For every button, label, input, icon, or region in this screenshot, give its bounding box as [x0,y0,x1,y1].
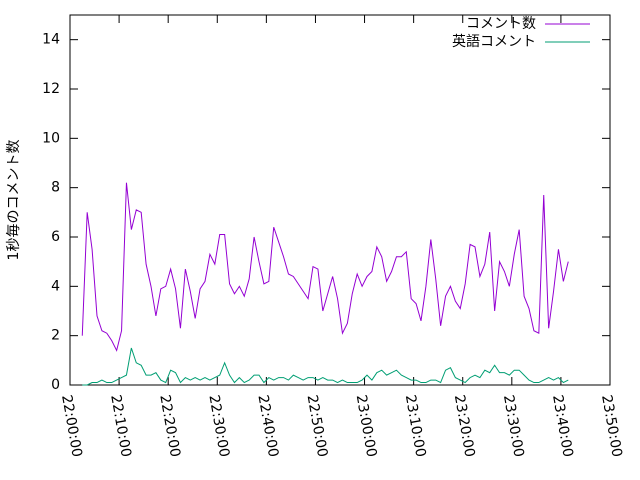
x-tick-label: 22:30:00 [205,394,232,459]
y-tick-label: 14 [42,32,60,48]
x-tick-label: 22:00:00 [58,394,85,459]
x-tick-label: 23:00:00 [353,394,380,459]
x-tick-label: 23:40:00 [549,394,576,459]
x-tick-label: 23:10:00 [402,394,429,459]
x-tick-label: 23:20:00 [451,394,478,459]
x-tick-label: 23:30:00 [500,394,527,459]
legend-label: コメント数 [466,16,536,32]
y-tick-label: 8 [51,180,60,196]
x-tick-label: 22:20:00 [156,394,183,459]
y-tick-label: 4 [51,278,60,294]
y-tick-label: 12 [42,81,60,97]
data-line [82,347,569,386]
y-axis-label: 1秒毎のコメント数 [6,140,22,261]
plot-frame [69,14,611,386]
x-tick-label: 22:40:00 [254,394,281,459]
y-tick-label: 2 [51,328,60,344]
x-tick-label: 22:50:00 [304,394,331,459]
x-tick-label: 22:10:00 [107,394,134,459]
y-tick-label: 10 [42,130,60,146]
x-tick-label: 23:50:00 [598,394,625,459]
y-tick-label: 6 [51,229,60,245]
legend-label: 英語コメント [452,33,536,50]
data-line [81,182,569,352]
y-tick-label: 0 [51,377,60,393]
